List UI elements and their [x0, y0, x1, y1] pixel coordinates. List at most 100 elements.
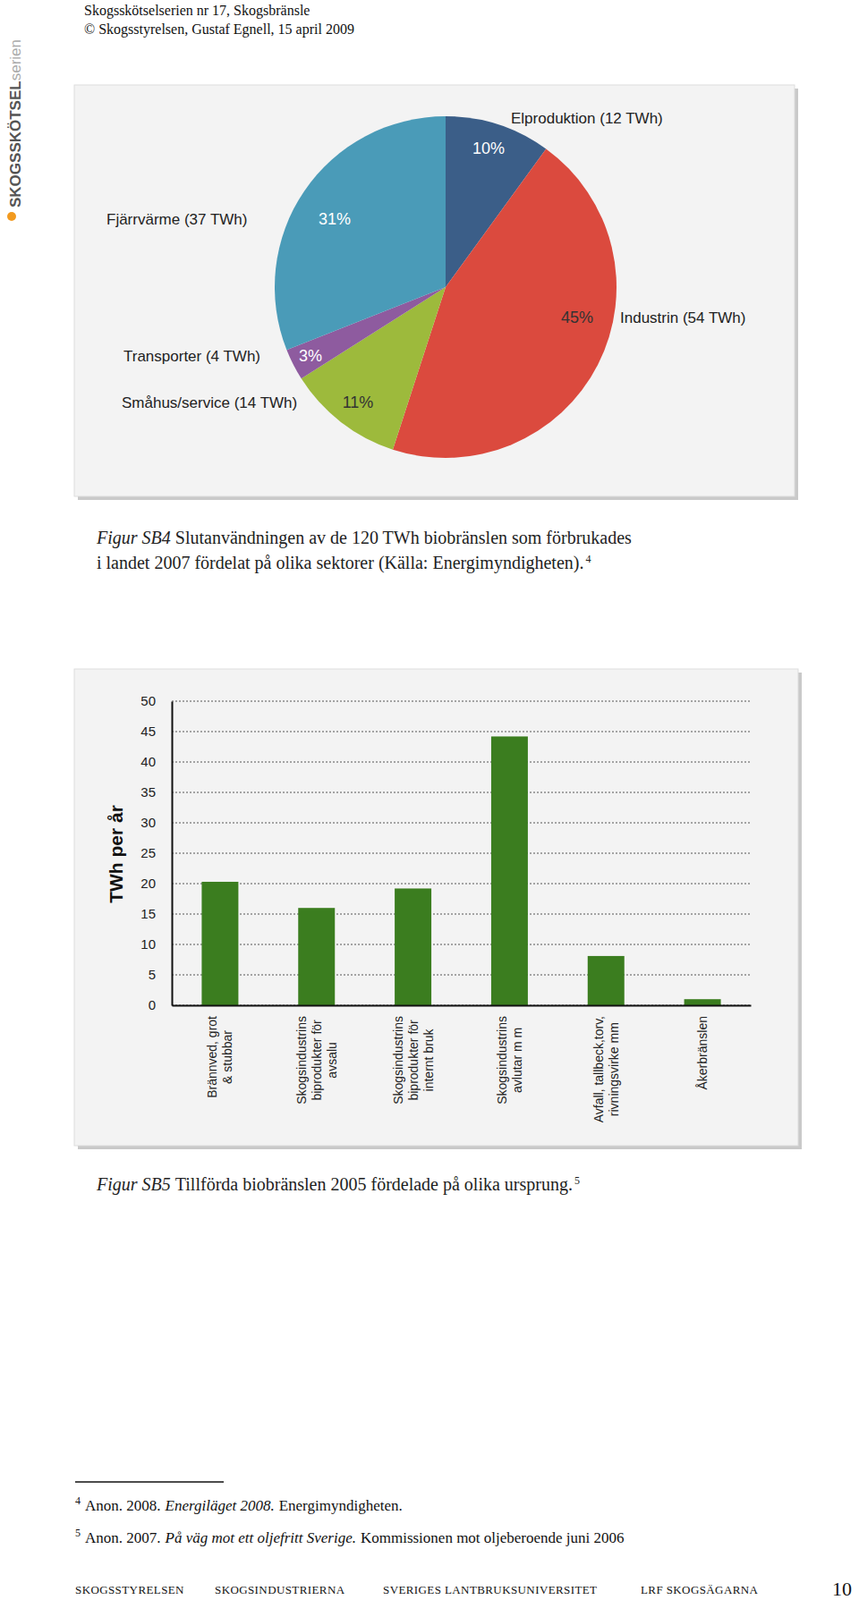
grid-line: [171, 884, 751, 885]
x-tick: Skogsindustrinsbiprodukter föravsalu: [294, 1005, 340, 1106]
bar: [491, 736, 528, 1006]
footnote: 5Anon. 2007.På väg mot ett oljefritt Sve…: [75, 1527, 625, 1548]
caption-note: 4: [585, 552, 591, 566]
y-tick: 10: [140, 936, 172, 953]
x-tick-label: Avfall, tallbeck,torv,rivningsvirke mm: [591, 1016, 621, 1123]
caption-label: Figur SB5: [95, 1174, 171, 1196]
x-tick-label-line: biprodukter för: [309, 1020, 324, 1102]
x-tick-label-line: avsalu: [324, 1042, 340, 1079]
y-axis-line: [171, 702, 174, 1007]
bar: [684, 999, 722, 1006]
grid-line: [171, 1005, 751, 1007]
y-tick-label: 40: [140, 754, 156, 770]
page: Skogsskötselserien nr 17, Skogsbränsle © …: [0, 0, 859, 1600]
y-tick-label: 25: [140, 845, 156, 861]
footnote-text: Anon. 2008.: [85, 1497, 162, 1515]
footnote-number: 5: [75, 1527, 81, 1540]
bar: [297, 908, 335, 1006]
y-tick-label: 15: [140, 906, 156, 922]
x-axis: Brännved, grot& stubbarSkogsindustrinsbi…: [172, 1005, 752, 1123]
grid-line: [171, 792, 751, 794]
footer-item: SKOGSSTYRELSEN: [75, 1583, 185, 1598]
y-axis: 05101520253035404550: [140, 693, 172, 1013]
footnote-text: Kommissionen mot oljeberoende juni 2006: [360, 1530, 625, 1548]
grid-line: [171, 731, 751, 733]
y-tick-label: 50: [140, 693, 156, 709]
y-tick: 45: [140, 723, 172, 740]
y-tick: 15: [140, 906, 172, 922]
footer-item: SVERIGES LANTBRUKSUNIVERSITET: [382, 1583, 597, 1598]
pie-label: Fjärrvärme (37 TWh): [106, 211, 247, 229]
y-tick-label: 0: [148, 997, 156, 1013]
pie-panel: [74, 85, 795, 497]
x-tick-label-line: internt bruk: [421, 1028, 436, 1092]
grid-line: [171, 762, 751, 764]
y-tick: 5: [148, 967, 172, 983]
pie-label: Småhus/service (14 TWh): [121, 394, 298, 412]
pie-data-label: 45%: [561, 308, 594, 327]
y-tick: 50: [140, 693, 172, 709]
x-tick: Avfall, tallbeck,torv,rivningsvirke mm: [591, 1005, 621, 1123]
y-tick: 30: [140, 815, 172, 831]
x-tick-label: Åkerbränslen: [695, 1016, 710, 1091]
x-tick: Åkerbränslen: [695, 1005, 710, 1091]
caption-line: Figur SB5Tillförda biobränslen 2005 förd…: [95, 1174, 580, 1196]
caption-note: 5: [574, 1174, 580, 1188]
bars: [201, 736, 721, 1006]
y-axis-title: TWh per år: [105, 805, 127, 904]
caption-line: Figur SB4Slutanvändningen av de 120 TWh …: [95, 527, 632, 549]
footer-item: LRF SKOGSÄGARNA: [640, 1583, 759, 1598]
y-tick: 35: [140, 784, 172, 800]
y-tick: 0: [148, 997, 172, 1013]
footnote-title: Energiläget 2008.: [164, 1497, 275, 1515]
y-tick: 25: [140, 845, 172, 861]
pie-data-label: 11%: [342, 393, 375, 412]
pie-data-label: 3%: [298, 347, 323, 366]
x-tick-label-line: Skogsindustrins: [494, 1016, 510, 1106]
x-tick: Skogsindustrinsavlutar m m: [494, 1005, 525, 1106]
x-axis-line: [172, 1005, 752, 1008]
grid-line: [171, 823, 751, 825]
footnote-number: 4: [75, 1495, 81, 1508]
caption-text: Tillförda biobränslen 2005 fördelade på …: [175, 1174, 573, 1196]
header-line: Skogsskötselserien nr 17, Skogsbränsle: [84, 2, 310, 19]
footnote-text: Anon. 2007.: [85, 1530, 162, 1548]
grid-line: [171, 944, 751, 946]
pie-label: Transporter (4 TWh): [123, 348, 261, 366]
x-tick-label-line: Brännved, grot: [204, 1016, 220, 1099]
bar: [201, 882, 239, 1006]
x-tick-label-line: avlutar m m: [510, 1028, 525, 1094]
x-tick-label: Skogsindustrinsbiprodukter förinternt br…: [391, 1016, 436, 1106]
footnote-rule: [75, 1481, 224, 1484]
x-tick: Skogsindustrinsbiprodukter förinternt br…: [391, 1005, 436, 1106]
footnote-text: Energimyndigheten.: [279, 1497, 403, 1515]
y-tick-label: 35: [140, 784, 156, 800]
x-tick: Brännved, grot& stubbar: [204, 1005, 235, 1099]
x-tick-label: Skogsindustrinsavlutar m m: [494, 1016, 525, 1106]
logo-main: SKOGSSKÖTSEL: [7, 80, 25, 208]
grid-line: [171, 853, 751, 855]
bar: [394, 888, 432, 1006]
pie-label: Elproduktion (12 TWh): [510, 110, 664, 128]
pie-data-label: 31%: [318, 210, 351, 229]
page-svg: Skogsskötselserien nr 17, Skogsbränsle © …: [0, 0, 859, 1600]
y-tick-label: 30: [140, 815, 156, 831]
bar: [587, 956, 625, 1006]
x-tick-label: Skogsindustrinsbiprodukter föravsalu: [294, 1016, 340, 1106]
x-tick-label-line: Skogsindustrins: [391, 1016, 406, 1106]
y-tick-label: 45: [140, 723, 156, 740]
grid-line: [171, 975, 751, 977]
grid: [171, 701, 751, 1006]
caption-text: Slutanvändningen av de 120 TWh biobränsl…: [175, 527, 632, 549]
pie-label: Industrin (54 TWh): [620, 309, 746, 327]
page-number: 10: [832, 1578, 852, 1600]
grid-line: [171, 914, 751, 916]
x-tick-label: Brännved, grot& stubbar: [204, 1016, 235, 1099]
logo-suffix: serien: [7, 39, 25, 81]
footnote: 4 Anon. 2008.Energiläget 2008.Energimyndi…: [75, 1495, 403, 1515]
header-line: © Skogsstyrelsen, Gustaf Egnell, 15 apri…: [84, 21, 355, 38]
x-tick-label-line: Skogsindustrins: [294, 1016, 309, 1106]
x-tick-label-line: biprodukter för: [406, 1020, 421, 1102]
footer-item: SKOGSINDUSTRIERNA: [214, 1583, 346, 1598]
pie-slice: [274, 116, 446, 350]
